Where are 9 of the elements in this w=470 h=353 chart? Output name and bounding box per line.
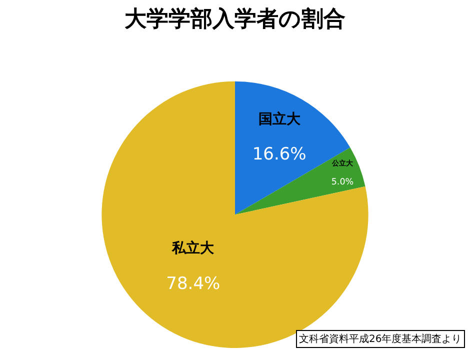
slice-label: 私立大 <box>171 239 216 256</box>
slice-label: 国立大 <box>258 110 302 128</box>
text: 文科省資料平成26年度基本調査より <box>299 333 462 345</box>
pie-slice <box>102 81 368 348</box>
chart-title: 大学学部入学者の割合 <box>124 6 346 32</box>
data-label: 78.4% <box>166 274 220 294</box>
data-label: 16.6% <box>252 144 306 165</box>
pie-slice <box>235 148 366 215</box>
data-label: 5.0% <box>331 177 354 188</box>
